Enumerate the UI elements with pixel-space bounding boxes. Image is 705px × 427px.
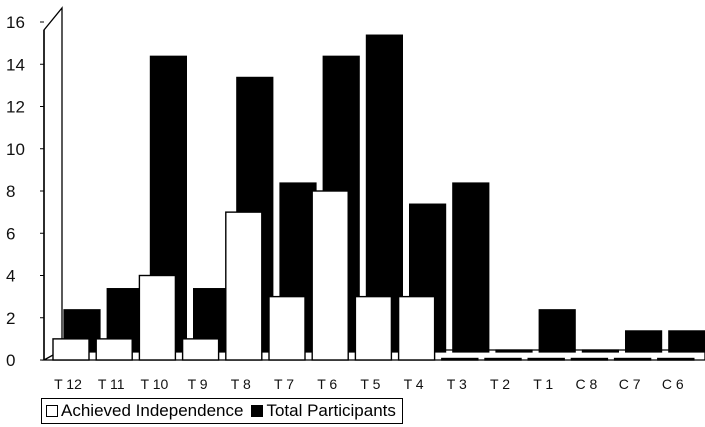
x-axis: T 12 T 11 T 10 T 9 T 8 T 7 T 6 T 5 T 4 T 3 T 2 T 1 C… (54, 376, 684, 392)
legend-label-achieved: Achieved Independence (61, 401, 244, 420)
legend-item-total: Total Participants (251, 401, 396, 421)
y-tick-label: 10 (6, 140, 25, 159)
bar-total-participants (495, 349, 533, 353)
x-tick-label: T 11 (98, 376, 125, 392)
x-tick-label: T 5 (360, 376, 380, 392)
legend-label-total: Total Participants (266, 401, 396, 420)
bar-total-participants (538, 309, 576, 353)
y-tick-label: 12 (6, 98, 25, 117)
y-tick-label: 2 (6, 309, 15, 328)
bar-total-participants (452, 182, 490, 353)
bar-achieved-independence (52, 338, 90, 361)
x-tick-label: C 6 (662, 376, 684, 392)
x-tick-label: T 12 (54, 376, 82, 392)
back-wall (43, 6, 63, 360)
x-tick-label: T 6 (317, 376, 337, 392)
bar-achieved-independence (95, 338, 133, 361)
y-tick-label: 0 (6, 351, 15, 370)
bar-total-participants (668, 330, 705, 353)
bar-achieved-independence (484, 357, 522, 361)
bar-achieved-independence (613, 357, 652, 361)
bar-achieved-independence (527, 357, 565, 361)
x-tick-label: T 9 (188, 376, 208, 392)
y-tick-label: 16 (6, 13, 25, 32)
achieved-independence-bars (52, 190, 695, 361)
y-tick-label: 14 (6, 55, 25, 74)
bar-achieved-independence (441, 357, 479, 361)
bar-achieved-independence (268, 295, 306, 361)
bar-achieved-independence (397, 295, 436, 361)
bar-total-participants (624, 330, 663, 353)
x-tick-label: C 8 (576, 376, 598, 392)
legend: Achieved Independence Total Participants (41, 398, 403, 424)
y-axis: 0 2 4 6 8 10 12 14 16 (6, 13, 45, 370)
y-tick-label: 6 (6, 224, 15, 243)
bar-achieved-independence (311, 190, 349, 361)
legend-swatch-achieved (46, 405, 58, 417)
bar-achieved-independence (138, 274, 177, 361)
y-tick-label: 4 (6, 267, 15, 286)
x-tick-label: T 4 (404, 376, 424, 392)
bar-achieved-independence (354, 295, 393, 361)
x-tick-label: T 10 (141, 376, 169, 392)
bar-achieved-independence (225, 211, 263, 361)
x-tick-label: T 7 (274, 376, 294, 392)
bar-achieved-independence (657, 357, 695, 361)
y-tick-label: 8 (6, 182, 15, 201)
legend-item-achieved: Achieved Independence (46, 401, 243, 421)
bar-achieved-independence (570, 357, 609, 361)
x-tick-label: T 2 (490, 376, 510, 392)
x-tick-label: C 7 (619, 376, 641, 392)
x-tick-label: T 3 (447, 376, 467, 392)
x-tick-label: T 1 (533, 376, 553, 392)
bar-achieved-independence (181, 338, 220, 361)
bar-total-participants (581, 349, 620, 353)
x-tick-label: T 8 (231, 376, 251, 392)
legend-swatch-total (251, 405, 264, 417)
